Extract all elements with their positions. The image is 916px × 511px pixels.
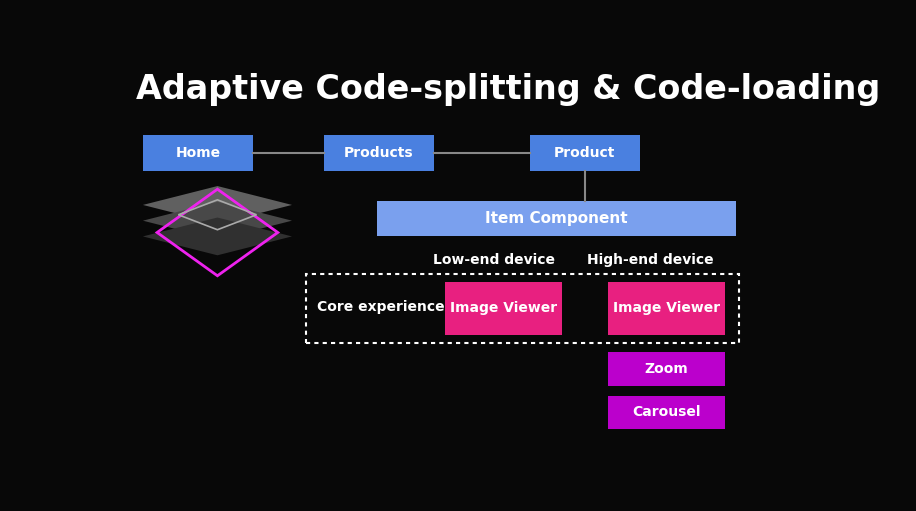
FancyBboxPatch shape: [608, 282, 725, 335]
Text: Product: Product: [554, 146, 616, 160]
Text: Image Viewer: Image Viewer: [613, 301, 720, 315]
Polygon shape: [143, 202, 292, 240]
FancyBboxPatch shape: [608, 353, 725, 386]
FancyBboxPatch shape: [608, 396, 725, 429]
Text: Low-end device: Low-end device: [433, 253, 555, 267]
FancyBboxPatch shape: [444, 282, 562, 335]
FancyBboxPatch shape: [324, 135, 434, 172]
FancyBboxPatch shape: [377, 201, 736, 237]
Polygon shape: [143, 186, 292, 224]
Text: Products: Products: [344, 146, 414, 160]
Polygon shape: [143, 218, 292, 256]
Text: Zoom: Zoom: [645, 362, 688, 376]
Text: Image Viewer: Image Viewer: [450, 301, 557, 315]
Text: Core experience: Core experience: [317, 300, 444, 314]
Text: Home: Home: [175, 146, 221, 160]
Text: Adaptive Code-splitting & Code-loading: Adaptive Code-splitting & Code-loading: [136, 73, 880, 106]
Text: High-end device: High-end device: [587, 253, 714, 267]
FancyBboxPatch shape: [143, 135, 253, 172]
Text: Item Component: Item Component: [485, 211, 627, 226]
FancyBboxPatch shape: [529, 135, 639, 172]
Text: Carousel: Carousel: [632, 406, 701, 420]
